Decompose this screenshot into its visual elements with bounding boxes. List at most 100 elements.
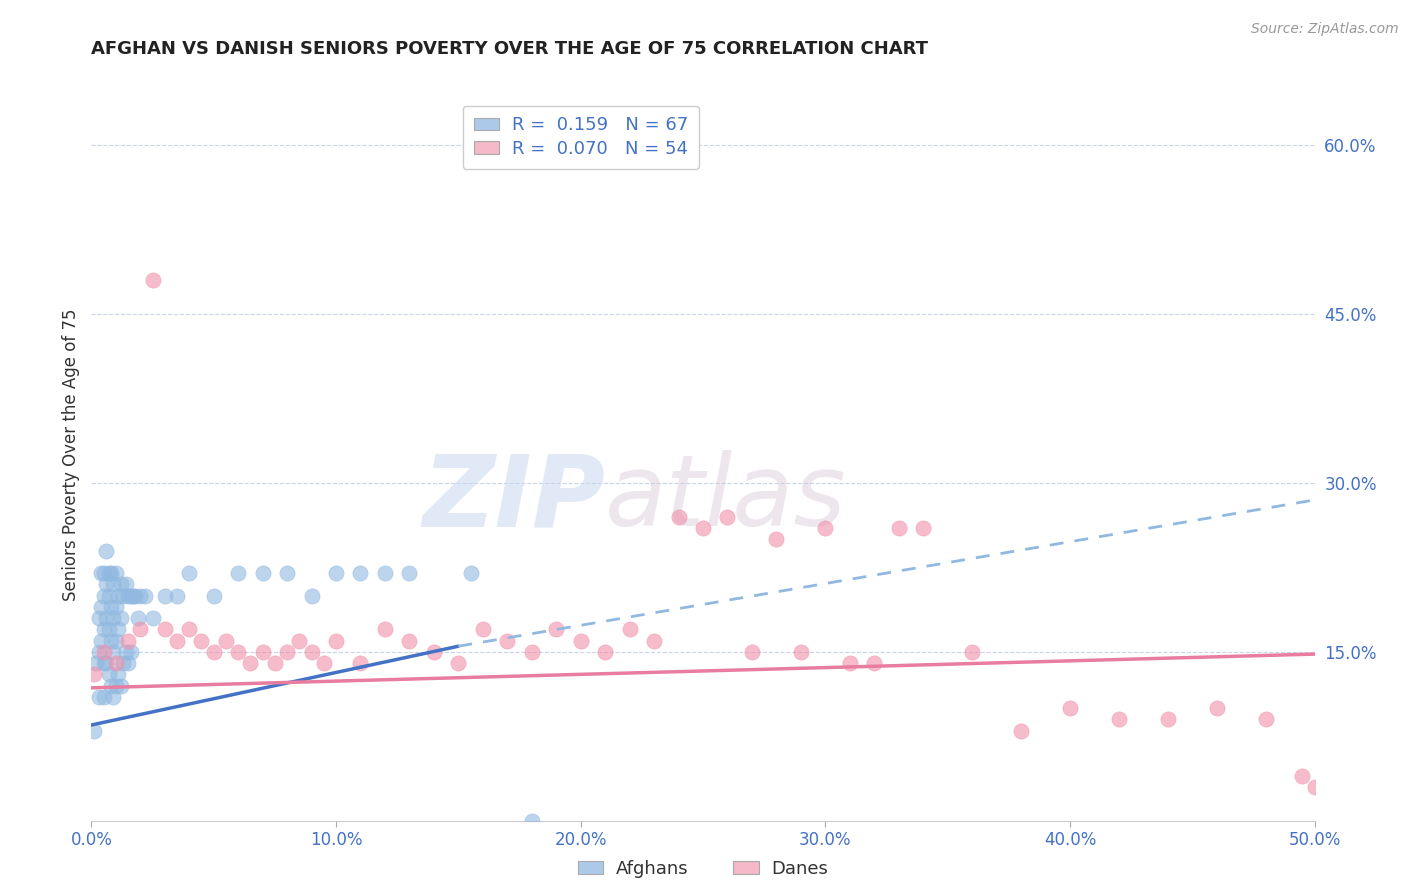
Point (104, 679, 127, 693)
Point (374, 623, 396, 637)
Point (520, 645, 543, 659)
Point (179, 623, 201, 637)
Point (134, 589, 156, 603)
Point (97, 566, 120, 580)
Point (668, 509, 690, 524)
Point (100, 679, 122, 693)
Point (1205, 701, 1227, 715)
Point (593, 645, 616, 659)
Point (93, 645, 115, 659)
Point (179, 566, 201, 580)
Point (765, 533, 787, 547)
Point (276, 645, 298, 659)
Point (226, 645, 249, 659)
Point (104, 656, 127, 670)
Point (252, 566, 274, 580)
Point (447, 656, 470, 670)
Point (960, 645, 983, 659)
Point (94, 543, 117, 558)
Text: ZIP: ZIP (422, 450, 605, 548)
Point (349, 566, 371, 580)
Point (94, 611, 117, 625)
Point (104, 566, 127, 580)
Point (374, 566, 396, 580)
Point (546, 623, 568, 637)
Point (349, 656, 371, 670)
Point (301, 645, 323, 659)
Point (100, 599, 122, 614)
Text: Source: ZipAtlas.com: Source: ZipAtlas.com (1251, 22, 1399, 37)
Point (814, 521, 837, 535)
Point (166, 633, 188, 648)
Point (103, 611, 125, 625)
Point (107, 667, 129, 681)
Point (83, 667, 105, 681)
Point (1291, 769, 1313, 783)
Point (226, 566, 249, 580)
Point (104, 633, 127, 648)
Point (166, 589, 188, 603)
Point (124, 589, 146, 603)
Point (97, 589, 120, 603)
Point (83, 723, 105, 738)
Point (114, 645, 136, 659)
Point (312, 656, 335, 670)
Point (93, 589, 115, 603)
Point (93, 656, 115, 670)
Point (103, 645, 125, 659)
Point (423, 645, 446, 659)
Point (741, 645, 763, 659)
Point (117, 656, 139, 670)
Point (100, 566, 122, 580)
Point (264, 656, 287, 670)
Point (129, 589, 152, 603)
Point (153, 623, 176, 637)
Point (912, 521, 935, 535)
Point (790, 645, 813, 659)
Point (643, 633, 665, 648)
Point (120, 645, 142, 659)
Point (114, 577, 136, 591)
Point (398, 566, 420, 580)
Point (122, 589, 145, 603)
Point (103, 577, 125, 591)
Point (103, 690, 125, 704)
Point (239, 656, 262, 670)
Point (107, 589, 129, 603)
Point (93, 623, 115, 637)
Point (87, 611, 110, 625)
Point (100, 633, 122, 648)
Point (87, 645, 110, 659)
Point (460, 566, 482, 580)
Point (1157, 712, 1180, 726)
Point (496, 633, 519, 648)
Point (202, 589, 225, 603)
Text: AFGHAN VS DANISH SENIORS POVERTY OVER THE AGE OF 75 CORRELATION CHART: AFGHAN VS DANISH SENIORS POVERTY OVER TH… (91, 40, 928, 58)
Point (127, 611, 149, 625)
Point (1010, 723, 1032, 738)
Point (153, 589, 176, 603)
Point (202, 645, 225, 659)
Point (112, 656, 135, 670)
Point (301, 589, 323, 603)
Point (110, 611, 132, 625)
Point (84, 656, 107, 670)
Point (838, 656, 860, 670)
Point (93, 566, 115, 580)
Point (117, 633, 139, 648)
Point (110, 679, 132, 693)
Point (398, 633, 420, 648)
Point (90, 566, 112, 580)
Point (94, 577, 117, 591)
Text: atlas: atlas (605, 450, 846, 548)
Point (120, 589, 142, 603)
Point (863, 656, 886, 670)
Point (1108, 712, 1130, 726)
Point (112, 589, 135, 603)
Point (252, 645, 274, 659)
Y-axis label: Seniors Poverty Over the Age of 75: Seniors Poverty Over the Age of 75 (62, 309, 80, 601)
Point (276, 566, 298, 580)
Point (110, 577, 132, 591)
Point (94, 656, 117, 670)
Point (1303, 780, 1326, 794)
